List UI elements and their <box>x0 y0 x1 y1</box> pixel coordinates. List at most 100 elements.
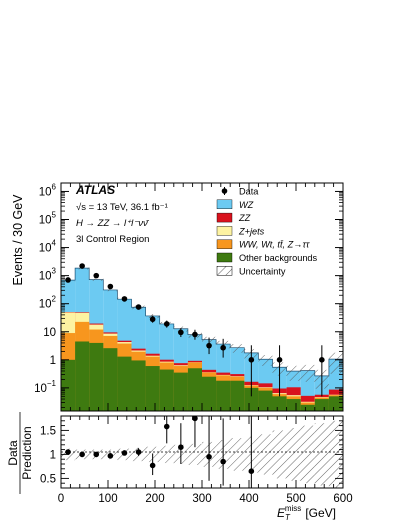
y-tick-label-base: 10 <box>34 383 47 395</box>
region-label: 3l Control Region <box>76 234 149 245</box>
histogram-bar-other-backgrounds <box>117 356 132 411</box>
ratio-point <box>192 416 198 422</box>
x-axis-label-text: ETmiss [GeV] <box>277 504 336 522</box>
data-point <box>93 272 100 279</box>
ratio-point <box>248 468 255 475</box>
legend-swatch-wz <box>216 199 233 210</box>
ratio-point <box>178 444 184 451</box>
y-tick-label: 106 <box>39 182 57 198</box>
ratio-point <box>220 458 226 465</box>
histogram-bar-other-backgrounds <box>131 360 146 411</box>
data-point <box>192 331 198 338</box>
data-point <box>206 342 212 349</box>
energy-label: √s = 13 TeV, 36.1 fb⁻¹ <box>76 202 168 213</box>
ratio-y-tick-label: 0.5 <box>40 473 56 485</box>
histogram-bar-other-backgrounds <box>173 372 188 411</box>
data-point <box>79 263 85 269</box>
ratio-y-axis: 0.5 1 1.5 <box>40 415 343 485</box>
data-point <box>65 277 71 283</box>
legend-label-ww-wt-tt-z: WW, Wt, tt̄, Z→ττ <box>239 240 310 250</box>
ratio-point <box>93 451 100 458</box>
legend-swatch-zz <box>216 212 233 223</box>
y-tick-label-exponent: 5 <box>52 211 57 220</box>
atlas-annotation: ATLAS √s = 13 TeV, 36.1 fb⁻¹ H → ZZ → l⁺… <box>75 183 168 245</box>
y-tick-label-base: 10 <box>39 271 52 283</box>
histogram-bar-other-backgrounds <box>145 366 160 411</box>
y-tick-label: 1 <box>50 355 56 367</box>
y-tick-label-base: 10 <box>39 215 52 227</box>
uncertainty-bin <box>89 278 104 281</box>
legend-label-z-jets: Z+jets <box>238 226 265 236</box>
ratio-uncertainty-band <box>61 420 343 488</box>
ratio-uncertainty-bin <box>230 438 245 471</box>
y-tick-label-base: 10 <box>43 327 56 339</box>
process-label: H → ZZ → l⁺l⁻νν̄ <box>76 218 150 229</box>
y-tick-label: 102 <box>39 295 57 311</box>
histogram-bar-other-backgrounds <box>89 342 104 411</box>
legend-swatch-uncertainty <box>216 266 233 276</box>
y-tick-label: 10 <box>43 327 56 339</box>
histogram-bar-other-backgrounds <box>202 376 217 411</box>
data-point <box>135 304 142 310</box>
ratio-y-tick-label: 1 <box>50 449 56 461</box>
ratio-uncertainty-bin <box>272 430 287 479</box>
ratio-uncertainty-bin <box>159 445 174 464</box>
x-axis-label-main: E <box>277 506 286 520</box>
data-point <box>121 296 128 302</box>
legend-label-other-backgrounds: Other backgrounds <box>239 253 318 263</box>
y-tick-label-exponent: 3 <box>52 267 57 276</box>
histogram-bar-other-backgrounds <box>258 390 273 411</box>
data-point <box>163 321 170 327</box>
x-tick-label: 0 <box>58 493 64 505</box>
experiment-label: ATLAS <box>75 183 115 197</box>
y-tick-label: 10−1 <box>34 379 56 395</box>
x-axis-label-sup: miss <box>285 504 301 513</box>
data-point <box>276 357 283 363</box>
main-x-axis-ticks <box>60 183 344 411</box>
histogram-bar-other-backgrounds <box>314 399 329 411</box>
uncertainty-bin <box>300 364 315 382</box>
ratio-point <box>206 454 212 460</box>
data-point <box>107 283 114 290</box>
uncertainty-bin <box>230 344 245 353</box>
y-tick-label-exponent: 2 <box>52 295 57 304</box>
x-tick-label: 400 <box>239 493 258 505</box>
ratio-point <box>79 451 85 458</box>
y-axis-label: Events / 30 GeV <box>11 194 25 286</box>
legend-label-wz: WZ <box>239 200 254 210</box>
x-tick-label: 300 <box>192 493 211 505</box>
ratio-point <box>107 453 114 459</box>
legend-swatch-ww-wt-tt-z <box>216 239 233 249</box>
ratio-point <box>135 449 142 455</box>
ratio-points <box>65 416 255 488</box>
histogram-bar-other-backgrounds <box>300 404 315 411</box>
data-point <box>220 344 226 351</box>
y-tick-label-base: 10 <box>39 186 52 198</box>
y-tick-label: 105 <box>39 211 57 227</box>
legend-swatch-other-backgrounds <box>216 252 233 263</box>
histogram-bar-other-backgrounds <box>230 380 245 411</box>
ratio-uncertainty-bin <box>300 425 315 484</box>
uncertainty-bin <box>258 355 273 366</box>
histogram-bar-other-backgrounds <box>103 348 118 411</box>
x-axis: 0 100 200 300 400 500 600 <box>58 416 353 505</box>
histogram-bar-other-backgrounds <box>61 359 76 411</box>
ratio-point <box>163 423 170 430</box>
y-tick-label-exponent: 4 <box>52 239 57 248</box>
y-tick-label-exponent: 6 <box>52 182 57 191</box>
data-point <box>248 357 255 363</box>
x-axis-label-unit: [GeV] <box>305 506 336 520</box>
uncertainty-bin <box>286 365 301 381</box>
ratio-uncertainty-bin <box>187 443 202 465</box>
uncertainty-bin <box>103 288 118 292</box>
legend-swatch-z-jets <box>216 226 233 236</box>
ratio-point <box>121 450 128 456</box>
legend-label-uncertainty: Uncertainty <box>239 266 286 276</box>
ratio-uncertainty-bin <box>286 428 301 481</box>
histogram-bar-other-backgrounds <box>286 399 301 411</box>
x-axis-label: ETmiss [GeV] <box>277 504 336 522</box>
x-tick-label: 600 <box>333 493 352 505</box>
